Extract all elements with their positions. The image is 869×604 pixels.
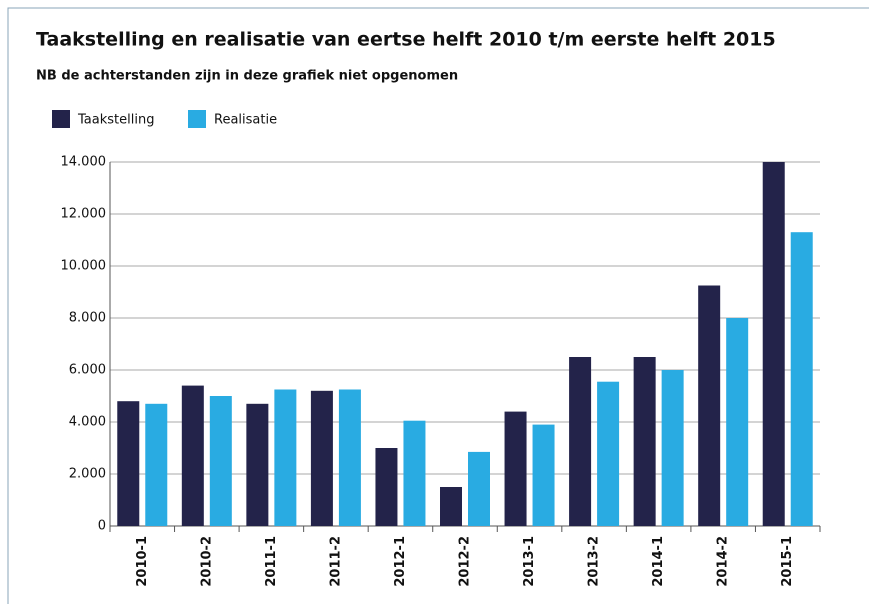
bar [468,451,490,526]
y-tick-label: 14.000 [61,155,107,170]
legend-swatch [188,110,206,128]
bar [698,285,721,526]
x-tick-label: 2011-2 [328,536,343,587]
x-tick-label: 2015-1 [780,536,795,587]
x-tick-label: 2010-1 [135,536,150,587]
x-tick-label: 2012-1 [393,536,408,587]
x-tick-label: 2013-2 [587,536,602,587]
y-tick-label: 6.000 [69,363,106,378]
legend-label: Realisatie [214,113,277,128]
chart-subtitle: NB de achterstanden zijn in deze grafiek… [36,69,458,84]
y-tick-label: 10.000 [61,259,107,274]
x-tick-label: 2014-2 [716,536,731,587]
bar [117,401,140,526]
x-tick-label: 2010-2 [199,536,214,587]
y-tick-label: 0 [98,519,106,534]
bar [440,487,462,526]
frame [7,7,869,604]
bar [246,403,269,526]
bar [274,389,297,526]
bar [375,448,398,526]
bar [762,162,785,526]
bar [504,411,527,526]
bar [569,357,592,526]
chart-title: Taakstelling en realisatie van eertse he… [36,29,776,51]
x-tick-label: 2012-2 [458,536,473,587]
bar [532,424,555,526]
y-tick-label: 8.000 [69,311,106,326]
bar [633,357,656,526]
bar [661,370,684,526]
bar [726,318,749,526]
bar [209,396,232,526]
bar [790,232,813,526]
bar [597,381,620,526]
y-tick-label: 4.000 [69,415,106,430]
bar [145,403,168,526]
bar [338,389,361,526]
bar [310,390,333,526]
x-tick-label: 2014-1 [651,536,666,587]
bar [181,385,204,526]
x-tick-label: 2013-1 [522,536,537,587]
legend-swatch [52,110,70,128]
bar [403,420,426,526]
y-tick-label: 12.000 [61,207,107,222]
x-tick-label: 2011-1 [264,536,279,587]
legend-label: Taakstelling [77,113,154,128]
y-tick-label: 2.000 [69,467,106,482]
